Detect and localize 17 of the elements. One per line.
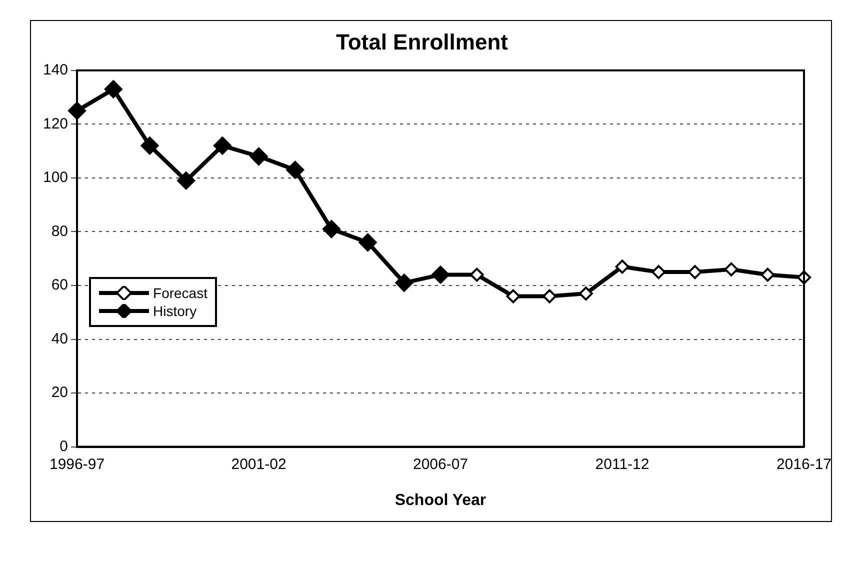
x-tick-label: 1996-97: [49, 456, 105, 473]
chart-title: Total Enrollment: [336, 29, 509, 54]
y-tick-label: 100: [42, 169, 68, 186]
y-tick-label: 60: [51, 276, 68, 294]
x-tick-label: 2011-12: [595, 456, 650, 473]
x-tick-label: 2001-02: [231, 456, 286, 473]
y-tick-label: 120: [42, 115, 68, 132]
x-tick-label: 2016-17: [776, 456, 832, 473]
y-tick-label: 20: [51, 384, 68, 402]
legend-label: History: [153, 303, 197, 320]
y-tick-label: 80: [51, 222, 68, 240]
y-tick-label: 40: [51, 330, 68, 348]
y-tick-label: 140: [42, 62, 68, 79]
y-tick-label: 0: [60, 438, 68, 455]
legend-label: Forecast: [153, 285, 208, 302]
x-tick-label: 2006-07: [412, 456, 468, 473]
x-axis-title: School Year: [394, 492, 486, 509]
